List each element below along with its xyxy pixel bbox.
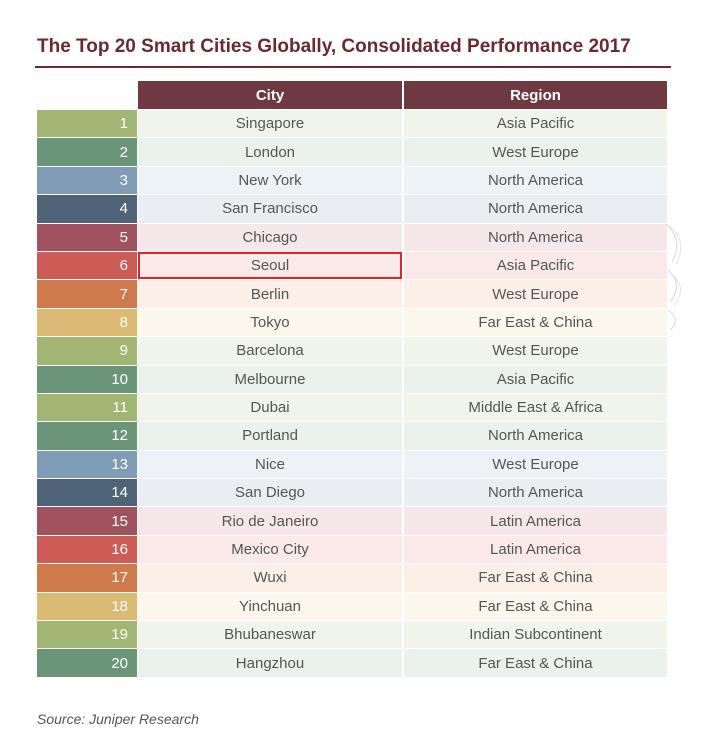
table-row: 17 Wuxi Far East & China	[37, 564, 667, 592]
city-cell: San Francisco	[138, 195, 402, 223]
city-cell: Berlin	[138, 280, 402, 308]
region-cell: Latin America	[404, 535, 667, 564]
rank-cell: 18	[37, 592, 137, 621]
region-cell: West Europe	[404, 450, 667, 479]
city-cell: Tokyo	[138, 308, 402, 337]
city-cell: Nice	[138, 450, 402, 479]
rank-cell: 5	[37, 223, 137, 251]
title-divider	[35, 66, 671, 68]
region-cell: Far East & China	[404, 592, 667, 621]
table-row: 2 London West Europe	[37, 138, 667, 166]
table-row: 15 Rio de Janeiro Latin America	[37, 507, 667, 535]
rank-cell: 3	[37, 166, 137, 195]
table-row: 13 Nice West Europe	[37, 450, 667, 479]
region-cell: Far East & China	[404, 649, 667, 677]
region-cell: Middle East & Africa	[404, 393, 667, 422]
rank-cell: 14	[37, 479, 137, 507]
city-cell: Yinchuan	[138, 592, 402, 621]
city-cell: London	[138, 138, 402, 166]
rank-cell: 19	[37, 621, 137, 649]
rank-cell: 20	[37, 649, 137, 677]
region-cell: West Europe	[404, 280, 667, 308]
city-cell: Barcelona	[138, 337, 402, 365]
table-row: 9 Barcelona West Europe	[37, 337, 667, 365]
region-cell: West Europe	[404, 138, 667, 166]
region-cell: Far East & China	[404, 308, 667, 337]
rank-cell: 8	[37, 308, 137, 337]
table-row: 4 San Francisco North America	[37, 195, 667, 223]
rank-cell: 17	[37, 564, 137, 592]
city-cell: Chicago	[138, 223, 402, 251]
rank-cell: 15	[37, 507, 137, 535]
decorative-curves	[665, 223, 682, 331]
city-cell: New York	[138, 166, 402, 195]
city-cell-highlighted: Seoul	[138, 251, 402, 280]
rank-cell: 2	[37, 138, 137, 166]
city-cell: Bhubaneswar	[138, 621, 402, 649]
region-cell: Asia Pacific	[404, 251, 667, 280]
city-cell: Hangzhou	[138, 649, 402, 677]
table-row: 18 Yinchuan Far East & China	[37, 592, 667, 621]
table-header-row: City Region	[37, 81, 667, 109]
rank-cell: 7	[37, 280, 137, 308]
region-cell: Asia Pacific	[404, 365, 667, 393]
table-row: 14 San Diego North America	[37, 479, 667, 507]
region-cell: North America	[404, 166, 667, 195]
city-cell: Rio de Janeiro	[138, 507, 402, 535]
region-cell: Indian Subcontinent	[404, 621, 667, 649]
table-row: 7 Berlin West Europe	[37, 280, 667, 308]
city-cell: Melbourne	[138, 365, 402, 393]
region-cell: Latin America	[404, 507, 667, 535]
region-cell: West Europe	[404, 337, 667, 365]
rank-cell: 16	[37, 535, 137, 564]
table-body: 1 Singapore Asia Pacific 2 London West Europe…	[37, 110, 667, 677]
header-city: City	[138, 81, 402, 109]
region-cell: North America	[404, 422, 667, 450]
table-row: 11 Dubai Middle East & Africa	[37, 393, 667, 422]
rank-cell: 11	[37, 393, 137, 422]
table-row: 16 Mexico City Latin America	[37, 535, 667, 564]
city-cell: Portland	[138, 422, 402, 450]
rank-cell: 10	[37, 365, 137, 393]
page-title: The Top 20 Smart Cities Globally, Consol…	[37, 36, 631, 57]
table-row: 6 Seoul Asia Pacific	[37, 251, 667, 280]
region-cell: North America	[404, 479, 667, 507]
rank-cell: 1	[37, 110, 137, 138]
rank-cell: 4	[37, 195, 137, 223]
city-cell: Wuxi	[138, 564, 402, 592]
city-cell: Dubai	[138, 393, 402, 422]
table-row: 3 New York North America	[37, 166, 667, 195]
rank-cell: 6	[37, 251, 137, 280]
region-cell: North America	[404, 223, 667, 251]
table-row: 8 Tokyo Far East & China	[37, 308, 667, 337]
region-cell: Far East & China	[404, 564, 667, 592]
table-row: 20 Hangzhou Far East & China	[37, 649, 667, 677]
source-note: Source: Juniper Research	[37, 711, 199, 727]
header-region: Region	[404, 81, 667, 109]
region-cell: North America	[404, 195, 667, 223]
smart-cities-table: City Region 1 Singapore Asia Pacific 2 Londo…	[37, 81, 667, 677]
region-cell: Asia Pacific	[404, 110, 667, 138]
header-rank-blank	[37, 81, 137, 109]
table-row: 12 Portland North America	[37, 422, 667, 450]
rank-cell: 12	[37, 422, 137, 450]
city-cell: San Diego	[138, 479, 402, 507]
table-row: 1 Singapore Asia Pacific	[37, 110, 667, 138]
table-row: 19 Bhubaneswar Indian Subcontinent	[37, 621, 667, 649]
city-cell: Mexico City	[138, 535, 402, 564]
rank-cell: 9	[37, 337, 137, 365]
rank-cell: 13	[37, 450, 137, 479]
table-row: 5 Chicago North America	[37, 223, 667, 251]
city-cell: Singapore	[138, 110, 402, 138]
table-row: 10 Melbourne Asia Pacific	[37, 365, 667, 393]
